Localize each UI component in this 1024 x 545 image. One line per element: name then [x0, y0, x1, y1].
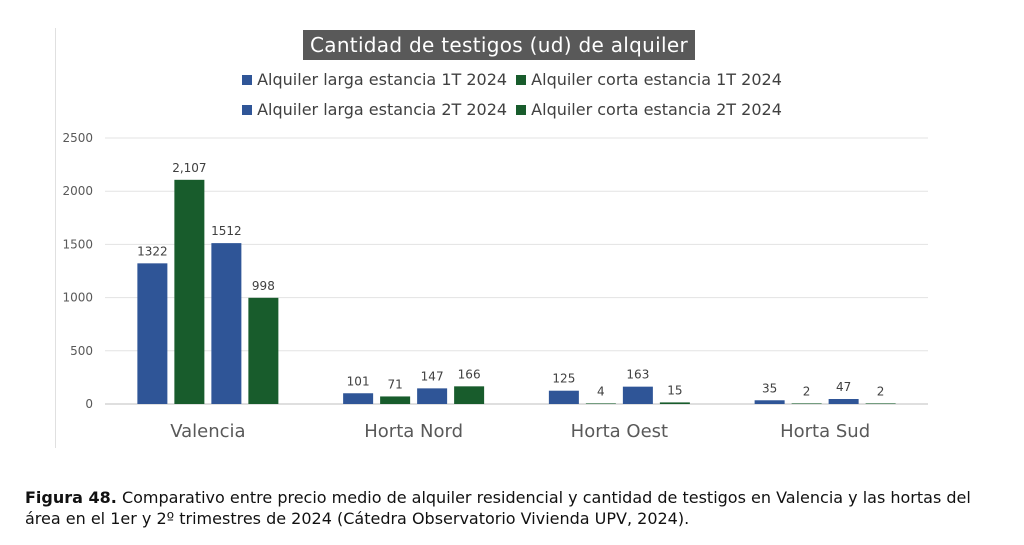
bar: [211, 243, 242, 404]
bar: [659, 402, 690, 404]
legend-label-corta-2t: Alquiler corta estancia 2T 2024: [531, 100, 782, 119]
legend-label-larga-1t: Alquiler larga estancia 1T 2024: [257, 70, 508, 89]
figure-caption: Figura 48. Comparativo entre precio medi…: [25, 487, 1005, 529]
bar: [137, 263, 168, 404]
bar: [380, 396, 411, 404]
bar: [174, 179, 205, 404]
bar: [828, 398, 859, 404]
x-tick-label: Horta Sud: [780, 421, 870, 442]
legend-swatch-larga-1t: [242, 75, 253, 85]
bar: [622, 386, 653, 404]
data-label: 1322: [137, 244, 168, 258]
y-tick-label: 0: [85, 397, 93, 411]
x-tick-label: Valencia: [170, 421, 245, 442]
chart-title: Cantidad de testigos (ud) de alquiler: [303, 30, 695, 60]
bar: [548, 390, 579, 404]
bar: [585, 403, 616, 404]
bar-chart-plot: 0 500 1000 1500 2000 2500 1322 2,107 1512 998 Vale…: [62, 131, 928, 442]
data-label: 998: [252, 279, 275, 293]
data-label: 2: [877, 384, 885, 398]
data-label: 166: [458, 367, 481, 381]
data-label: 125: [552, 372, 575, 386]
data-label: 101: [347, 374, 370, 388]
data-label: 1512: [211, 224, 242, 238]
legend-item-larga-2t: Alquiler larga estancia 2T 2024: [242, 100, 507, 119]
data-label: 15: [667, 383, 682, 397]
bar: [865, 403, 896, 404]
bar: [754, 400, 785, 404]
legend-item-corta-2t: Alquiler corta estancia 2T 2024: [516, 100, 782, 119]
bar: [454, 386, 485, 404]
data-label: 2: [803, 384, 811, 398]
y-tick-label: 2500: [62, 131, 93, 145]
legend-item-corta-1t: Alquiler corta estancia 1T 2024: [516, 70, 782, 89]
chart-frame: [55, 28, 946, 448]
legend-swatch-larga-2t: [242, 105, 253, 115]
x-tick-label: Horta Oest: [571, 421, 668, 442]
legend-swatch-corta-2t: [516, 105, 527, 115]
y-tick-label: 2000: [62, 184, 93, 198]
data-label: 2,107: [172, 161, 206, 175]
legend-label-corta-1t: Alquiler corta estancia 1T 2024: [531, 70, 782, 89]
data-label: 163: [626, 368, 649, 382]
legend-row-2: Alquiler larga estancia 2T 2024 Alquiler…: [0, 100, 1024, 119]
legend-item-larga-1t: Alquiler larga estancia 1T 2024: [242, 70, 507, 89]
data-label: 147: [421, 369, 444, 383]
legend-row-1: Alquiler larga estancia 1T 2024 Alquiler…: [0, 70, 1024, 89]
bar: [248, 297, 279, 404]
bar: [417, 388, 448, 404]
legend-label-larga-2t: Alquiler larga estancia 2T 2024: [257, 100, 508, 119]
data-label: 4: [597, 384, 605, 398]
bar: [343, 393, 374, 404]
y-tick-label: 1500: [62, 237, 93, 251]
legend-swatch-corta-1t: [516, 75, 527, 85]
bar: [791, 403, 822, 404]
y-tick-label: 1000: [62, 291, 93, 305]
caption-label: Figura 48.: [25, 488, 117, 507]
caption-text: Comparativo entre precio medio de alquil…: [25, 488, 971, 528]
data-label: 35: [762, 381, 777, 395]
y-tick-label: 500: [70, 344, 93, 358]
data-label: 71: [387, 377, 402, 391]
x-tick-label: Horta Nord: [364, 421, 463, 442]
data-label: 47: [836, 380, 851, 394]
